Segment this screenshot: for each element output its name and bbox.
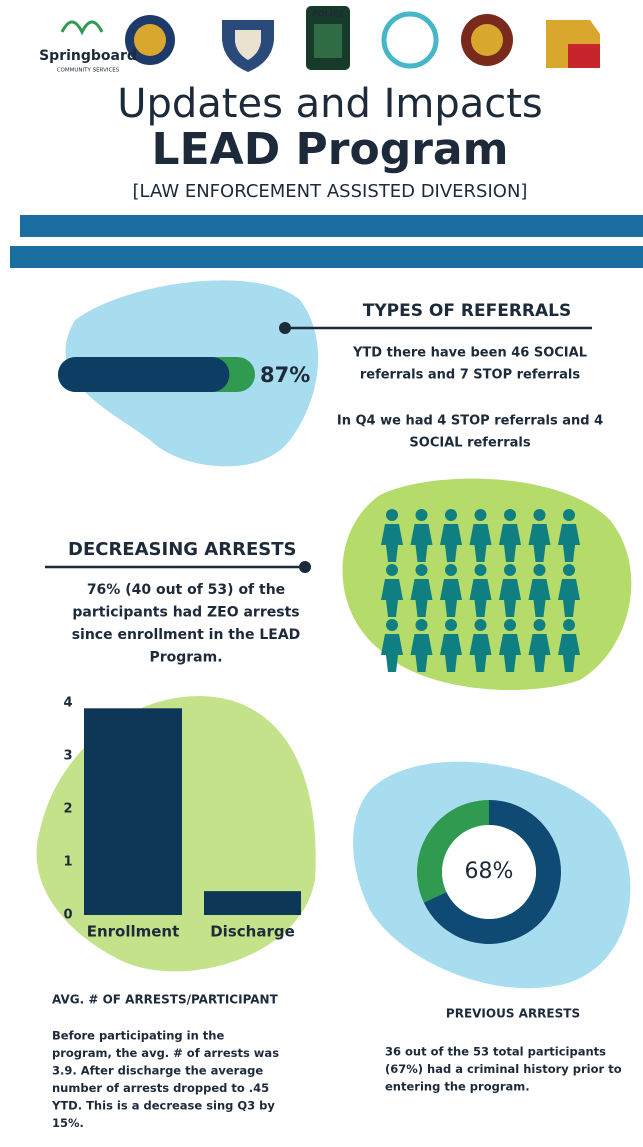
paragraph-line: 36 out of the 53 total participants bbox=[385, 1045, 606, 1059]
person-head bbox=[534, 619, 546, 631]
tagline: [LAW ENFORCEMENT ASSISTED DIVERSION] bbox=[133, 181, 528, 202]
person-head bbox=[416, 509, 428, 521]
person-head bbox=[475, 619, 487, 631]
person-head bbox=[416, 619, 428, 631]
paragraph-line: 3.9. After discharge the average bbox=[52, 1064, 263, 1078]
person-head bbox=[445, 619, 457, 631]
person-head bbox=[563, 564, 575, 576]
paragraph-line: program, the avg. # of arrests was bbox=[52, 1046, 279, 1060]
person-head bbox=[504, 564, 516, 576]
paragraph-line: since enrollment in the LEAD bbox=[72, 627, 301, 643]
paragraph-line: YTD. This is a decrease sing Q3 by bbox=[51, 1099, 275, 1113]
progress-fill bbox=[58, 357, 229, 392]
person-head bbox=[445, 509, 457, 521]
banner-stripe bbox=[20, 215, 643, 237]
bar bbox=[204, 891, 301, 915]
connector-dot bbox=[299, 561, 311, 573]
logo-subtext: COMMUNITY SERVICES bbox=[57, 68, 120, 74]
paragraph-line: YTD there have been 46 SOCIAL bbox=[352, 346, 587, 361]
paragraph-line: SOCIAL referrals bbox=[409, 436, 530, 451]
paragraph-line: referrals and 7 STOP referrals bbox=[360, 368, 581, 383]
y-tick-label: 2 bbox=[63, 802, 72, 817]
section-heading: TYPES OF REFERRALS bbox=[363, 301, 571, 321]
person-body bbox=[381, 634, 403, 672]
person-head bbox=[475, 564, 487, 576]
title: Updates and Impacts bbox=[117, 81, 543, 127]
y-tick-label: 0 bbox=[63, 908, 72, 923]
paragraph-line: In Q4 we had 4 STOP referrals and 4 bbox=[337, 414, 603, 429]
person-head bbox=[563, 509, 575, 521]
paragraph-line: 15%. bbox=[52, 1116, 84, 1130]
subtitle: LEAD Program bbox=[152, 124, 509, 175]
infographic: Springboard COMMUNITY SERVICES POLICE Updat… bbox=[0, 0, 643, 1147]
data-label: 87% bbox=[260, 363, 310, 387]
person-head bbox=[475, 509, 487, 521]
person-head bbox=[386, 509, 398, 521]
banner-stripe bbox=[10, 246, 643, 268]
person-head bbox=[386, 564, 398, 576]
person-head bbox=[386, 619, 398, 631]
paragraph-line: number of arrests dropped to .45 bbox=[52, 1081, 269, 1095]
paragraph-line: entering the program. bbox=[385, 1080, 530, 1094]
paragraph-line: 76% (40 out of 53) of the bbox=[87, 582, 285, 598]
paragraph-line: Before participating in the bbox=[52, 1029, 224, 1043]
paragraph-line: Program. bbox=[149, 650, 222, 666]
x-tick-label: Discharge bbox=[210, 923, 295, 941]
logo-text: Springboard bbox=[39, 48, 137, 64]
person-head bbox=[534, 564, 546, 576]
section-heading: AVG. # OF ARRESTS/PARTICIPANT bbox=[52, 993, 279, 1007]
data-label: 68% bbox=[465, 859, 514, 884]
y-tick-label: 1 bbox=[63, 855, 72, 870]
section-heading: DECREASING ARRESTS bbox=[68, 539, 296, 560]
bar bbox=[84, 708, 182, 915]
section-heading: PREVIOUS ARRESTS bbox=[446, 1007, 580, 1021]
person-head bbox=[416, 564, 428, 576]
y-tick-label: 4 bbox=[63, 696, 72, 711]
person-head bbox=[504, 509, 516, 521]
person-head bbox=[445, 564, 457, 576]
person-head bbox=[504, 619, 516, 631]
person-head bbox=[534, 509, 546, 521]
x-tick-label: Enrollment bbox=[87, 923, 180, 941]
person-head bbox=[563, 619, 575, 631]
badge-text: POLICE bbox=[312, 10, 344, 19]
y-tick-label: 3 bbox=[63, 749, 72, 764]
paragraph-line: (67%) had a criminal history prior to bbox=[385, 1062, 622, 1076]
paragraph-line: participants had ZEO arrests bbox=[72, 605, 299, 621]
